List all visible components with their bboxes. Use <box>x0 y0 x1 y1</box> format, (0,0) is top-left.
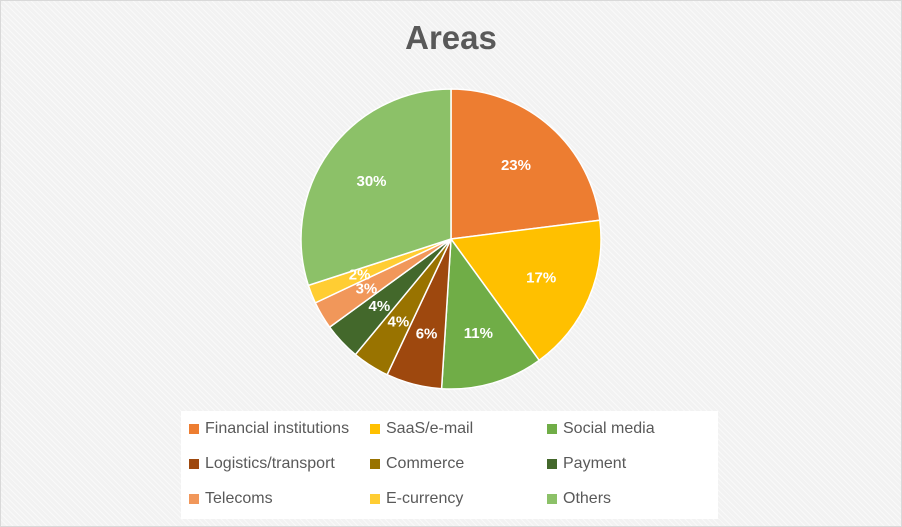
data-label-logistics-transport: 6% <box>416 326 438 343</box>
legend-label: Payment <box>563 455 627 472</box>
legend-label: Social media <box>563 420 655 437</box>
pie-slice-others <box>300 88 452 287</box>
legend-label: Financial institutions <box>205 420 350 437</box>
legend-swatch <box>370 424 380 434</box>
data-label-payment: 4% <box>369 298 391 315</box>
legend-item-financial-institutions: Financial institutions <box>189 419 349 439</box>
legend-item-telecoms: Telecoms <box>189 489 273 509</box>
legend-swatch <box>370 459 380 469</box>
legend-item-others: Others <box>547 489 611 509</box>
pie-slice-social-media <box>440 236 541 390</box>
chart-title: Areas <box>405 19 497 56</box>
legend-swatch <box>547 459 557 469</box>
legend-label: Telecoms <box>205 490 273 507</box>
legend-swatch <box>189 424 199 434</box>
data-label-social-media: 11% <box>464 325 493 342</box>
legend-swatch <box>547 424 557 434</box>
legend-item-e-currency: E-currency <box>370 489 463 509</box>
legend-swatch <box>370 494 380 504</box>
legend-item-saas-e-mail: SaaS/e-mail <box>370 419 473 439</box>
legend-item-commerce: Commerce <box>370 454 464 474</box>
legend-swatch <box>189 459 199 469</box>
legend-item-logistics-transport: Logistics/transport <box>189 454 335 474</box>
legend-label: Logistics/transport <box>205 455 335 472</box>
legend-label: Others <box>563 490 612 507</box>
data-label-commerce: 4% <box>388 313 410 330</box>
data-label-telecoms: 3% <box>356 281 378 298</box>
legend-label: SaaS/e-mail <box>386 420 474 437</box>
legend-swatch <box>189 494 199 504</box>
data-label-e-currency: 2% <box>349 267 371 284</box>
pie-slice-saas-e-mail <box>449 219 602 362</box>
data-label-others: 30% <box>356 173 386 190</box>
legend-item-payment: Payment <box>547 454 626 474</box>
legend: Financial institutions SaaS/e-mail Social … <box>181 411 718 519</box>
legend-label: E-currency <box>386 490 464 507</box>
data-label-saas-e-mail: 17% <box>526 270 556 287</box>
legend-item-social-media: Social media <box>547 419 655 439</box>
pie-slice-financial-institutions <box>450 88 601 240</box>
data-label-financial-institutions: 23% <box>501 157 531 174</box>
legend-label: Commerce <box>386 455 465 472</box>
legend-swatch <box>547 494 557 504</box>
